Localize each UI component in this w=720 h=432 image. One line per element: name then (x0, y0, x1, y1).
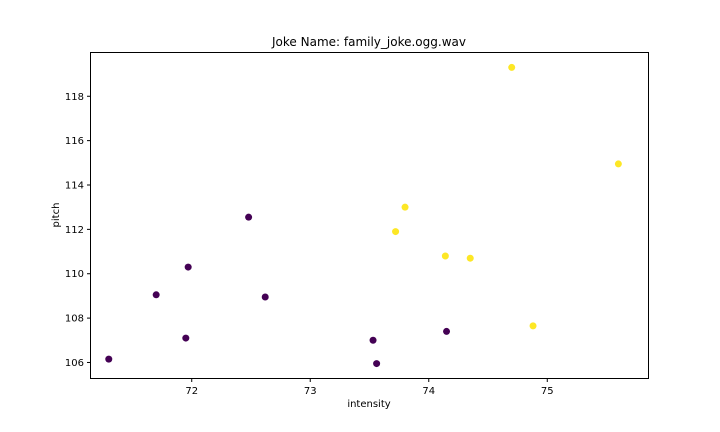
data-point-purple (369, 336, 377, 344)
data-point-purple (105, 355, 113, 363)
y-tick-label: 118 (65, 92, 84, 103)
y-tick-label: 106 (65, 358, 84, 369)
data-point-purple (443, 327, 451, 335)
data-point-purple (373, 360, 381, 368)
data-points (105, 63, 622, 368)
x-tick-label: 73 (304, 386, 317, 397)
y-tick-label: 110 (65, 269, 84, 280)
y-tick-label: 108 (65, 314, 84, 325)
y-axis: 106 108 110 112 114 116 118 (65, 92, 91, 369)
data-point-yellow (466, 254, 474, 262)
data-point-yellow (529, 322, 537, 330)
data-point-purple (261, 293, 269, 301)
y-axis-label: pitch (51, 203, 62, 228)
data-point-yellow (614, 160, 622, 168)
data-point-purple (184, 263, 192, 271)
data-point-yellow (392, 228, 400, 236)
data-point-yellow (441, 252, 449, 260)
y-tick-label: 114 (65, 180, 84, 191)
x-axis: 72 73 74 75 (185, 378, 554, 397)
y-tick-label: 112 (65, 225, 84, 236)
x-tick-label: 75 (541, 386, 554, 397)
data-point-yellow (401, 203, 409, 211)
x-tick-label: 74 (422, 386, 435, 397)
plot-frame (90, 52, 649, 379)
data-point-purple (245, 213, 253, 221)
data-point-purple (152, 291, 160, 299)
x-tick-label: 72 (185, 386, 198, 397)
chart-title: Joke Name: family_joke.ogg.wav (271, 35, 466, 49)
y-tick-label: 116 (65, 136, 84, 147)
data-point-yellow (508, 63, 516, 71)
data-point-purple (182, 334, 190, 342)
x-axis-label: intensity (347, 399, 390, 410)
